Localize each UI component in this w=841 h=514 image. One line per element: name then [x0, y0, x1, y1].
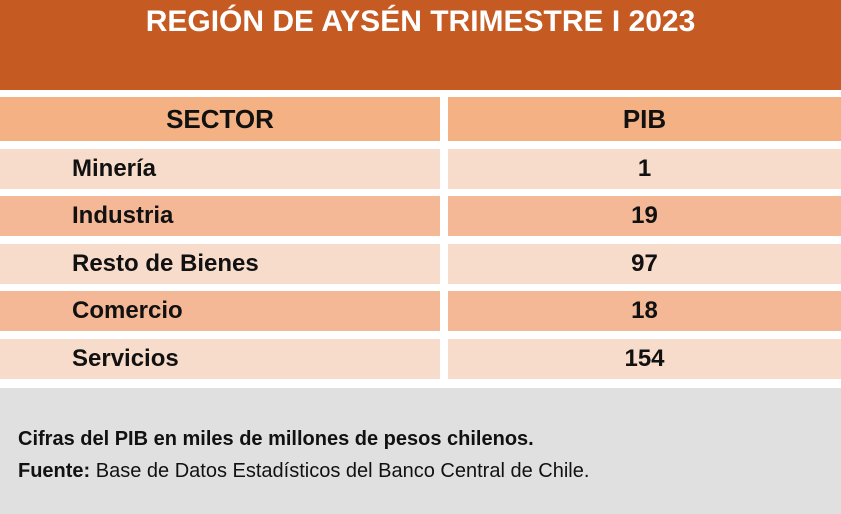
pib-cell: 97 — [448, 244, 841, 284]
source-text: Base de Datos Estadísticos del Banco Cen… — [95, 460, 590, 482]
pib-cell: 19 — [448, 196, 841, 236]
title-bar: REGIÓN DE AYSÉN TRIMESTRE I 2023 — [0, 0, 841, 90]
sector-cell: Comercio — [0, 291, 440, 331]
sector-cell: Minería — [0, 149, 440, 189]
sector-cell: Resto de Bienes — [0, 244, 440, 284]
source-label: Fuente: — [18, 460, 91, 482]
pib-cell: 1 — [448, 149, 841, 189]
pib-cell: 18 — [448, 291, 841, 331]
note: Cifras del PIB en miles de millones de p… — [18, 428, 534, 450]
column-header: PIB — [448, 97, 841, 141]
footer: Cifras del PIB en miles de millones de p… — [0, 388, 841, 514]
sector-cell: Servicios — [0, 339, 440, 379]
title: REGIÓN DE AYSÉN TRIMESTRE I 2023 — [145, 5, 696, 38]
pib-cell: 154 — [448, 339, 841, 379]
sector-cell: Industria — [0, 196, 440, 236]
column-header: SECTOR — [0, 97, 440, 141]
source: Fuente: Base de Datos Estadísticos del B… — [18, 460, 589, 483]
